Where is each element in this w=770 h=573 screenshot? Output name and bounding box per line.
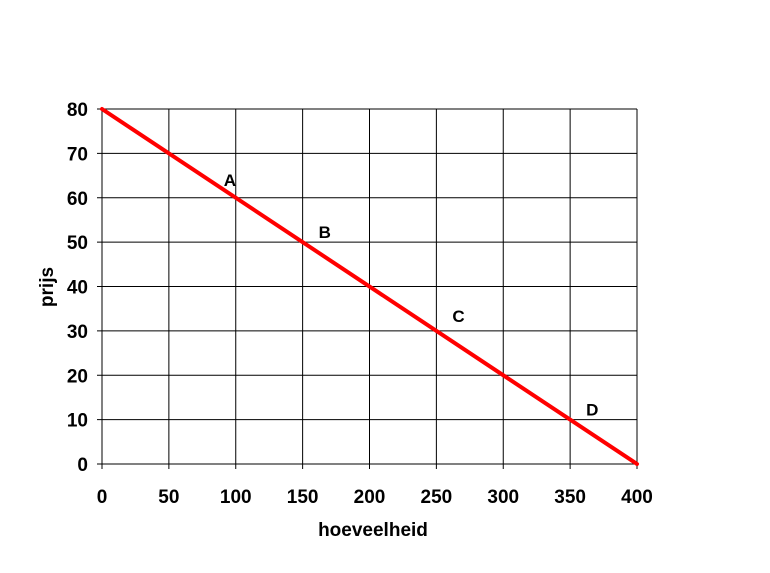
- series-layer: [100, 107, 639, 466]
- x-tick-label: 100: [220, 487, 252, 508]
- x-tick-label: 350: [554, 487, 586, 508]
- x-tick-label: 250: [421, 487, 453, 508]
- y-tick-label: 70: [67, 144, 88, 165]
- y-tick-label: 20: [67, 366, 88, 387]
- y-tick-label: 50: [67, 233, 88, 254]
- x-tick-label: 150: [287, 487, 319, 508]
- tick-labels: 0 10 20 30 40 50 60 70 80 0 50 100 150 200 250 300 350 40…: [67, 100, 653, 508]
- y-tick-label: 40: [67, 278, 88, 299]
- x-tick-label: 200: [354, 487, 386, 508]
- demand-line: [100, 107, 639, 466]
- y-tick-label: 30: [67, 322, 88, 343]
- point-label-b: B: [319, 223, 331, 242]
- y-tick-label: 10: [67, 411, 88, 432]
- x-axis-title: hoeveelheid: [318, 520, 428, 541]
- tick-marks: [97, 108, 638, 469]
- y-tick-label: 60: [67, 189, 88, 210]
- y-tick-label: 0: [77, 455, 88, 476]
- point-label-d: D: [586, 401, 598, 420]
- x-tick-label: 50: [158, 487, 179, 508]
- y-tick-label: 80: [67, 100, 88, 121]
- x-tick-label: 300: [487, 487, 519, 508]
- x-tick-label: 0: [97, 487, 108, 508]
- y-axis-title: prijs: [37, 267, 58, 307]
- point-label-c: C: [452, 307, 464, 326]
- point-annotations: A B C D: [224, 171, 599, 420]
- point-label-a: A: [224, 171, 236, 190]
- x-tick-label: 400: [621, 487, 653, 508]
